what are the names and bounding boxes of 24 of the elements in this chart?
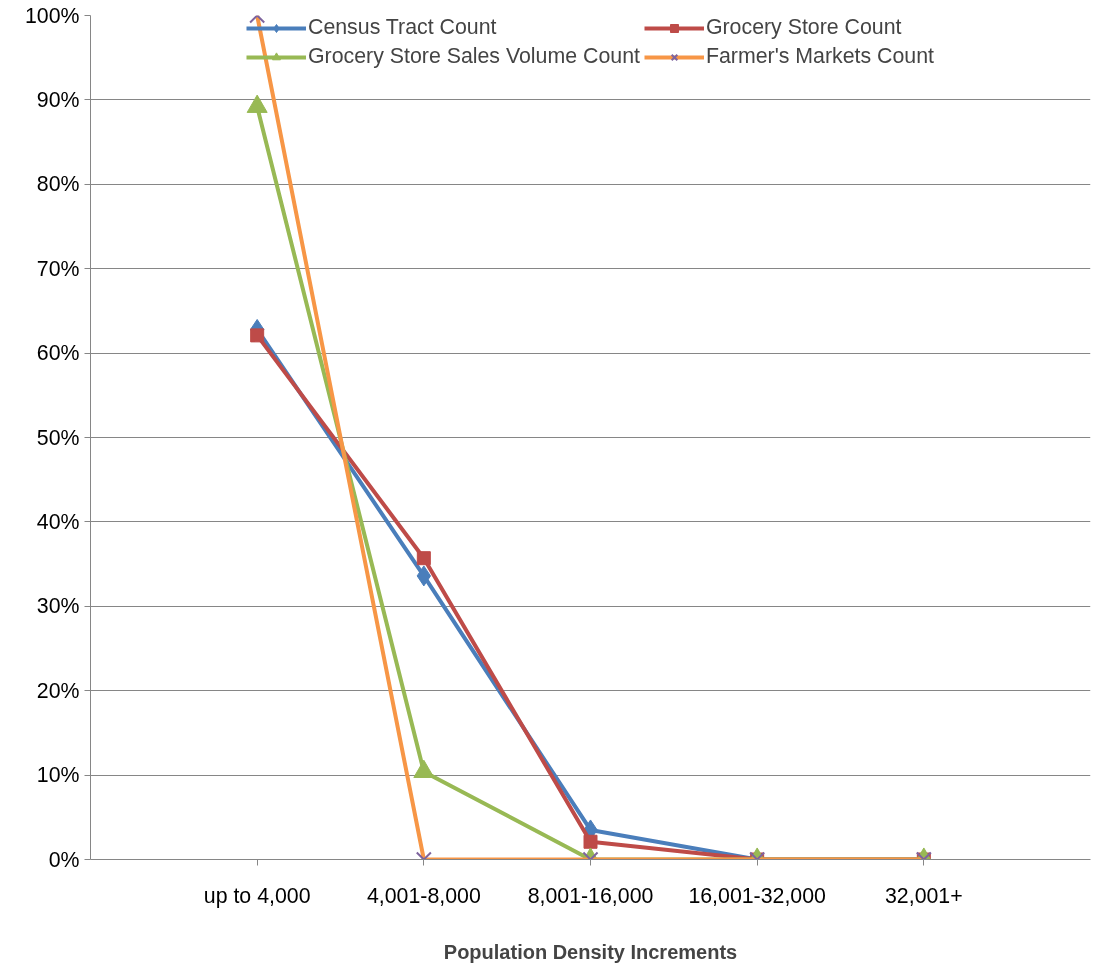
- x-axis-title: Population Density Increments: [443, 940, 738, 963]
- y-tick-label: 50%: [36, 425, 80, 450]
- legend-label: Farmer's Markets Count: [705, 44, 935, 69]
- y-tick-label: 100%: [24, 3, 80, 28]
- y-tick-label: 90%: [36, 87, 80, 112]
- y-tick-label: 60%: [36, 341, 80, 366]
- point: [416, 551, 431, 566]
- y-tick-label: 10%: [36, 763, 80, 788]
- y-tick-label: 70%: [36, 256, 80, 281]
- x-tick-label: up to 4,000: [203, 883, 311, 908]
- x-tick-label: 4,001-8,000: [366, 883, 481, 908]
- y-tick-label: 20%: [36, 678, 80, 703]
- y-tick-label: 0%: [48, 847, 80, 872]
- legend-label: Grocery Store Sales Volume Count: [307, 44, 640, 69]
- point: [413, 759, 435, 778]
- x-tick-label: 8,001-16,000: [527, 883, 654, 908]
- x-tick-label: 16,001-32,000: [688, 883, 827, 908]
- point: [250, 328, 265, 343]
- legend-label: Grocery Store Count: [705, 15, 902, 40]
- y-tick-label: 30%: [36, 594, 80, 619]
- y-tick-label: 80%: [36, 172, 80, 197]
- x-tick-label: 32,001+: [884, 883, 963, 908]
- legend-label: Census Tract Count: [307, 15, 497, 40]
- y-tick-label: 40%: [36, 509, 80, 534]
